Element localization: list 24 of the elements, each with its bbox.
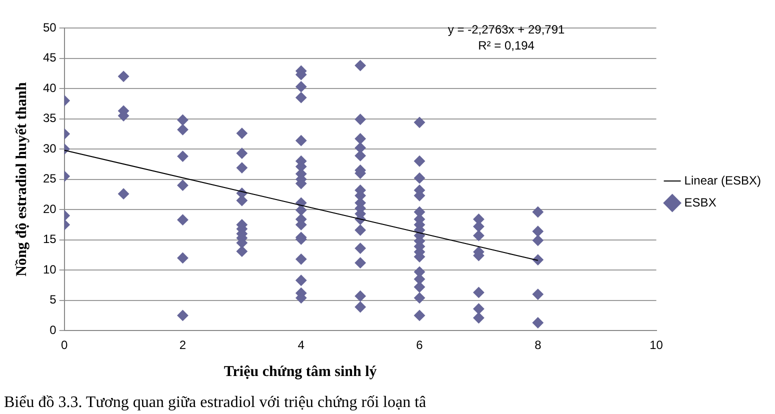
- x-axis-title: Triệu chứng tâm sinh lý: [224, 364, 378, 380]
- x-tick-label: 2: [179, 338, 186, 352]
- annotation: R² = 0,194: [478, 38, 535, 52]
- x-tick-label: 6: [416, 338, 424, 352]
- y-tick-label: 5: [50, 292, 57, 307]
- y-tick-label: 0: [50, 322, 57, 337]
- y-tick-label: 25: [42, 172, 57, 186]
- y-tick-label: 35: [42, 111, 57, 126]
- y-tick-label: 40: [42, 80, 57, 95]
- y-tick-label: 20: [42, 202, 57, 216]
- y-tick-label: 50: [42, 20, 57, 34]
- y-tick-label: 30: [42, 141, 57, 156]
- y-tick-label: 45: [42, 50, 57, 65]
- x-tick-label: 8: [534, 338, 542, 352]
- annotation: y = -2,2763x + 29,791: [448, 22, 565, 36]
- legend-label: ESBX: [684, 195, 716, 210]
- y-axis-title: Nồng độ estradiol huyết thanh: [14, 82, 30, 276]
- legend-label: Linear (ESBX): [684, 173, 762, 188]
- text: Biểu đồ 3.3. Tương quan giữa estradiol với triệu chứng rối loạn tâ: [4, 394, 426, 412]
- x-tick-label: 0: [61, 338, 68, 352]
- y-tick-label: 10: [42, 262, 57, 276]
- x-tick-label: 4: [298, 338, 305, 352]
- y-tick-label: 15: [42, 232, 57, 246]
- x-tick-label: 10: [650, 338, 664, 352]
